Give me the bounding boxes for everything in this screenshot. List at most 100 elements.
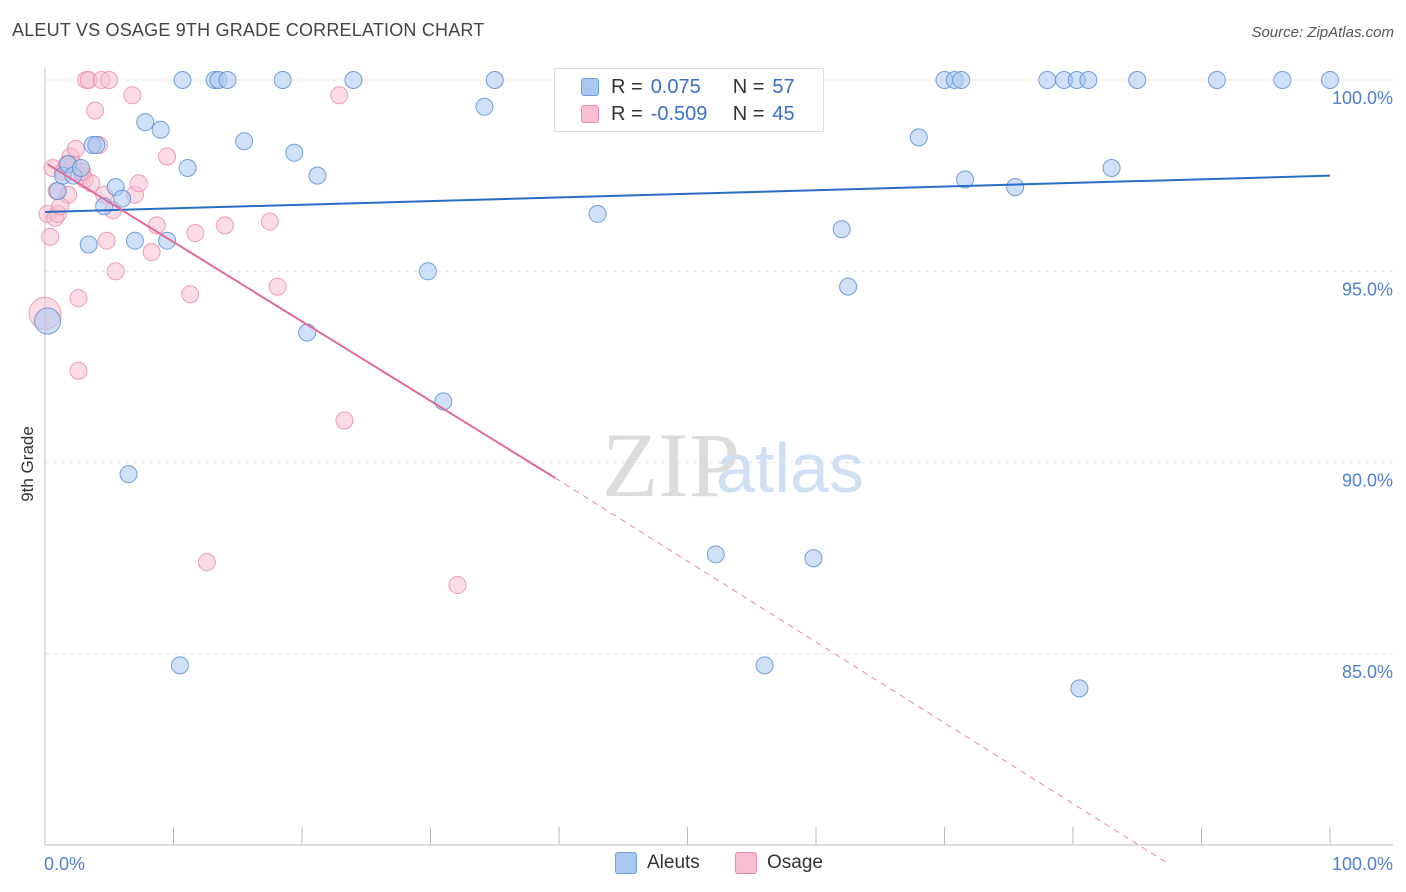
x-tick-label: 0.0% (44, 854, 85, 874)
osage-point (215, 216, 234, 235)
aleuts-point (1207, 71, 1226, 89)
osage-point (100, 71, 119, 89)
aleuts-point (285, 143, 304, 162)
osage-point (41, 227, 60, 246)
aleuts-point (95, 197, 114, 216)
aleuts-point (1070, 679, 1089, 698)
aleuts-point (178, 158, 197, 177)
aleuts-point (119, 465, 138, 484)
y-tick-label: 100.0% (1332, 88, 1393, 108)
aleuts-point (804, 549, 823, 568)
legend-item-aleuts: Aleuts (615, 852, 700, 874)
aleuts-point (588, 204, 607, 223)
aleuts-point (79, 235, 98, 254)
r-label: R = (611, 75, 643, 98)
grid-lines (45, 79, 1393, 655)
aleuts-point (485, 71, 504, 89)
aleuts-point (173, 71, 192, 89)
stats-legend: R = 0.075 N = 57 R = -0.509 N = 45 (554, 68, 824, 132)
osage-point (123, 86, 142, 105)
osage-point (69, 361, 88, 380)
osage-point (158, 147, 177, 166)
osage-point (66, 139, 85, 158)
osage-point (181, 285, 200, 304)
osage-point (197, 553, 216, 572)
aleuts-point (434, 392, 453, 411)
r-value: 0.075 (650, 75, 701, 98)
aleuts-point (956, 170, 975, 189)
osage-point (448, 576, 467, 595)
aleuts-point (136, 113, 155, 132)
osage-point (86, 101, 105, 120)
source-credit: Source: ZipAtlas.com (1251, 24, 1394, 41)
aleuts-points (34, 71, 1339, 698)
aleuts-point (218, 71, 237, 89)
n-label: N = (732, 75, 765, 98)
y-tick-label: 85.0% (1342, 662, 1393, 682)
legend-label-osage: Osage (767, 852, 823, 873)
osage-point (97, 231, 116, 250)
chart-title: ALEUT VS OSAGE 9TH GRADE CORRELATION CHA… (12, 20, 485, 40)
aleuts-point (1079, 71, 1098, 89)
aleuts-point (125, 231, 144, 250)
legend-label-aleuts: Aleuts (647, 852, 700, 873)
aleuts-point (706, 545, 725, 564)
x-tick-label: 100.0% (1332, 854, 1393, 874)
aleuts-point (475, 97, 494, 116)
y-tick-label: 95.0% (1342, 279, 1393, 299)
stats-legend-row-osage: R = -0.509 N = 45 (555, 100, 795, 128)
n-label: N = (732, 102, 765, 125)
aleuts-swatch (581, 78, 599, 96)
osage-point (330, 86, 349, 105)
aleuts-point (1102, 158, 1121, 177)
aleuts-point (170, 656, 189, 675)
aleuts-point (1006, 178, 1025, 197)
stats-legend-row-aleuts: R = 0.075 N = 57 (555, 73, 795, 101)
aleuts-point (235, 132, 254, 151)
aleuts-point (839, 277, 858, 296)
y-axis-label: 9th Grade (18, 426, 37, 502)
aleuts-point (344, 71, 363, 89)
aleuts-point (48, 181, 67, 200)
aleuts-point (755, 656, 774, 675)
osage-point (335, 411, 354, 430)
n-value: 45 (772, 102, 795, 125)
osage-point (268, 277, 287, 296)
osage-legend-swatch (735, 852, 757, 874)
watermark-zip: ZIP (602, 414, 740, 516)
tick-labels: 85.0% 90.0% 95.0% 100.0% 0.0% 100.0% (44, 88, 1393, 874)
legend-item-osage: Osage (735, 852, 823, 874)
aleuts-point (1321, 71, 1339, 89)
osage-point (260, 212, 279, 231)
osage-point (129, 174, 148, 193)
aleuts-point (418, 262, 437, 281)
aleuts-point (308, 166, 327, 185)
y-tick-label: 90.0% (1342, 471, 1393, 491)
aleuts-legend-swatch (615, 852, 637, 874)
watermark-atlas: atlas (716, 429, 864, 507)
aleuts-point (1128, 71, 1147, 89)
r-label: R = (611, 102, 643, 125)
aleuts-point (273, 71, 292, 89)
aleuts-point (151, 120, 170, 139)
aleuts-point (34, 307, 62, 335)
aleuts-point (113, 189, 132, 208)
aleuts-point (952, 71, 971, 89)
aleuts-point (909, 128, 928, 147)
osage-point (69, 289, 88, 308)
osage-trend-line (47, 163, 556, 479)
aleuts-trend-line (44, 174, 1331, 213)
aleuts-point (832, 220, 851, 239)
osage-trend-extension (554, 477, 1170, 865)
osage-point (186, 224, 205, 243)
aleuts-point (1038, 71, 1057, 89)
osage-point (106, 262, 125, 281)
aleuts-point (71, 158, 90, 177)
aleuts-point (87, 136, 106, 155)
trend-lines (44, 163, 1331, 865)
n-value: 57 (772, 75, 795, 98)
aleuts-point (298, 323, 317, 342)
osage-swatch (581, 105, 599, 123)
r-value: -0.509 (650, 102, 708, 125)
